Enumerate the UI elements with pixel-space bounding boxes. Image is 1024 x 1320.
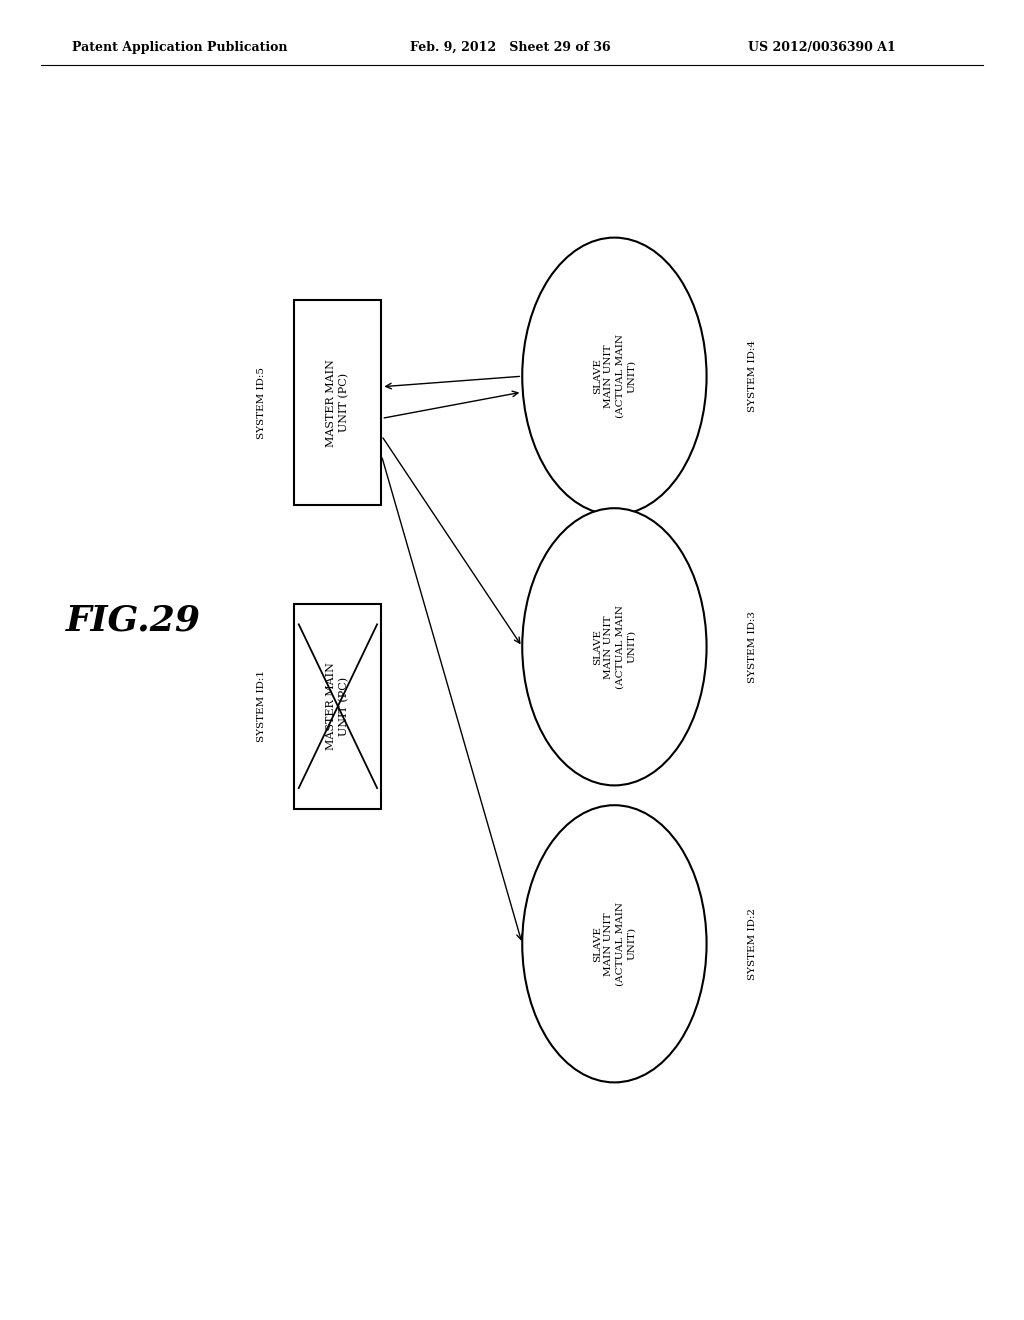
- Bar: [295, 605, 382, 808]
- Bar: [295, 301, 382, 506]
- Text: MASTER MAIN
UNIT (PC): MASTER MAIN UNIT (PC): [326, 359, 350, 446]
- Ellipse shape: [522, 238, 707, 515]
- Ellipse shape: [522, 508, 707, 785]
- Text: SYSTEM ID:2: SYSTEM ID:2: [749, 908, 757, 979]
- Text: SYSTEM ID:1: SYSTEM ID:1: [257, 671, 265, 742]
- Text: SLAVE
MAIN UNIT
(ACTUAL MAIN
UNIT): SLAVE MAIN UNIT (ACTUAL MAIN UNIT): [593, 902, 636, 986]
- Text: US 2012/0036390 A1: US 2012/0036390 A1: [748, 41, 895, 54]
- Text: Patent Application Publication: Patent Application Publication: [72, 41, 287, 54]
- Text: SLAVE
MAIN UNIT
(ACTUAL MAIN
UNIT): SLAVE MAIN UNIT (ACTUAL MAIN UNIT): [593, 334, 636, 418]
- Text: MASTER MAIN
UNIT (PC): MASTER MAIN UNIT (PC): [326, 663, 350, 750]
- Text: SYSTEM ID:5: SYSTEM ID:5: [257, 367, 265, 438]
- Text: FIG.29: FIG.29: [66, 603, 201, 638]
- Ellipse shape: [522, 805, 707, 1082]
- Text: Feb. 9, 2012   Sheet 29 of 36: Feb. 9, 2012 Sheet 29 of 36: [410, 41, 610, 54]
- Text: SYSTEM ID:3: SYSTEM ID:3: [749, 611, 757, 682]
- Text: SYSTEM ID:4: SYSTEM ID:4: [749, 341, 757, 412]
- Text: SLAVE
MAIN UNIT
(ACTUAL MAIN
UNIT): SLAVE MAIN UNIT (ACTUAL MAIN UNIT): [593, 605, 636, 689]
